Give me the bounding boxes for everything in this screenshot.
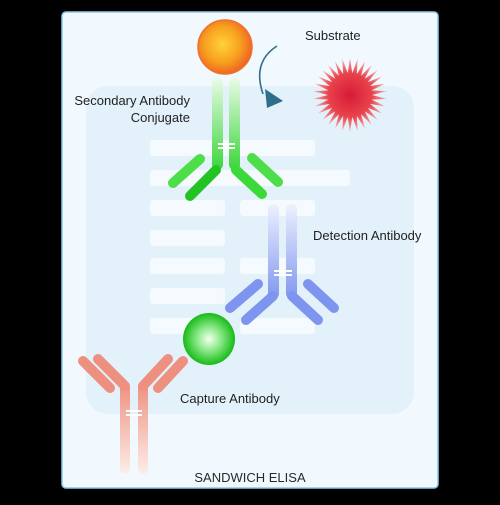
secondary-antibody-label-line1: Secondary Antibody bbox=[74, 93, 190, 108]
detection-antibody-label: Detection Antibody bbox=[313, 228, 422, 243]
enzyme-sphere-icon bbox=[197, 19, 253, 75]
secondary-antibody-label: Secondary Antibody Conjugate bbox=[40, 92, 190, 126]
substrate-label: Substrate bbox=[305, 28, 361, 43]
inner-panel bbox=[86, 86, 414, 414]
capture-antibody-label: Capture Antibody bbox=[180, 391, 280, 406]
capture-antibody bbox=[78, 354, 188, 474]
diagram-title: SANDWICH ELISA bbox=[194, 470, 306, 485]
detection-antibody bbox=[225, 204, 339, 325]
starburst-icon bbox=[313, 58, 387, 132]
curved-arrow-icon bbox=[258, 45, 283, 108]
antigen-sphere-icon bbox=[183, 313, 235, 365]
secondary-antibody-label-line2: Conjugate bbox=[130, 110, 190, 125]
secondary-antibody bbox=[168, 78, 283, 201]
